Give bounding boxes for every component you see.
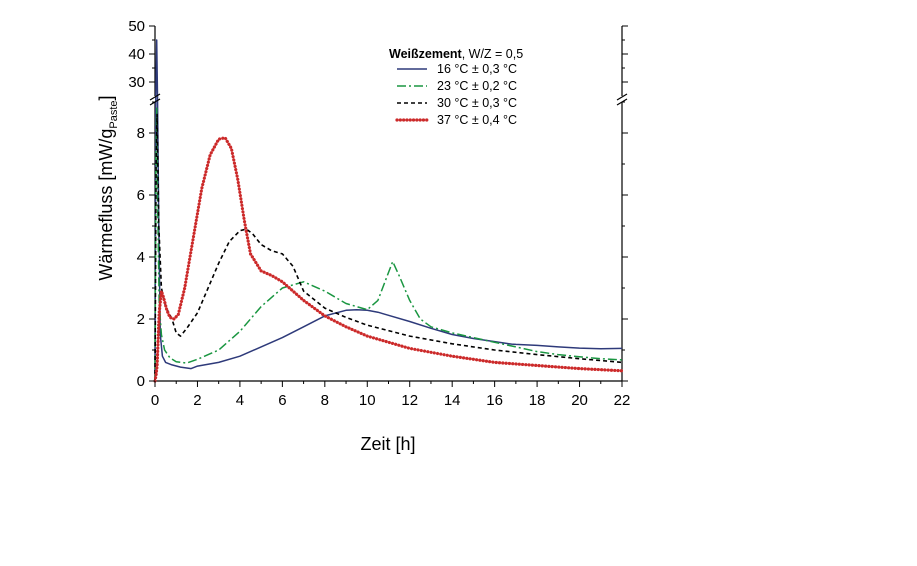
series-line-3	[154, 113, 623, 382]
y-tick-label: 40	[128, 46, 145, 63]
legend-label-2: 23 °C ± 0,2 °C	[437, 79, 517, 93]
legend-title-rest: , W/Z = 0,5	[462, 47, 524, 61]
series-line-1	[154, 39, 623, 382]
legend-title-bold: Weißzement	[389, 47, 463, 61]
series-line-2	[154, 107, 623, 382]
y-tick-label: 50	[128, 18, 145, 35]
x-axis-title: Zeit [h]	[360, 434, 415, 454]
series-layer	[153, 39, 624, 383]
legend-label-4: 37 °C ± 0,4 °C	[437, 113, 517, 127]
axis-break-slash	[149, 93, 161, 101]
x-tick-label: 10	[359, 392, 376, 409]
y-tick-label: 2	[137, 311, 145, 328]
axis-break-marks	[149, 93, 628, 106]
x-tick-label: 4	[236, 392, 244, 409]
y-tick-label: 4	[137, 249, 145, 266]
axis-break-slash	[616, 93, 628, 101]
y-axis-title-main: Wärmefluss [mW/g	[96, 129, 116, 281]
y-axis-title-subscript: Paste	[108, 100, 120, 128]
legend-label-1: 16 °C ± 0,3 °C	[437, 62, 517, 76]
y-tick-label: 6	[137, 187, 145, 204]
y-tick-label: 0	[137, 373, 145, 390]
plot-frame	[154, 26, 623, 382]
x-tick-label: 8	[321, 392, 329, 409]
x-tick-label: 0	[151, 392, 159, 409]
y-axis-ticks: 0 2 4 6 8 30 40 50	[128, 18, 628, 390]
y-tick-label: 30	[128, 74, 145, 91]
x-tick-label: 14	[444, 392, 461, 409]
x-tick-label: 16	[486, 392, 503, 409]
y-tick-label: 8	[137, 125, 145, 142]
x-tick-label: 22	[614, 392, 631, 409]
x-tick-label: 2	[193, 392, 201, 409]
x-tick-label: 20	[571, 392, 588, 409]
y-axis-title: Wärmefluss [mW/gPaste]	[96, 95, 120, 280]
legend-title: Weißzement, W/Z = 0,5	[389, 47, 523, 61]
legend-label-3: 30 °C ± 0,3 °C	[437, 96, 517, 110]
x-tick-label: 6	[278, 392, 286, 409]
series-line-4	[153, 136, 624, 383]
x-tick-label: 18	[529, 392, 546, 409]
legend: Weißzement, W/Z = 0,5 16 °C ± 0,3 °C 23 °…	[389, 47, 523, 127]
x-axis-ticks: 0 2 4 6 8 10 12 14 16 18 20 22	[151, 381, 631, 409]
x-tick-label: 12	[401, 392, 418, 409]
y-axis-title-suffix: ]	[96, 95, 116, 100]
